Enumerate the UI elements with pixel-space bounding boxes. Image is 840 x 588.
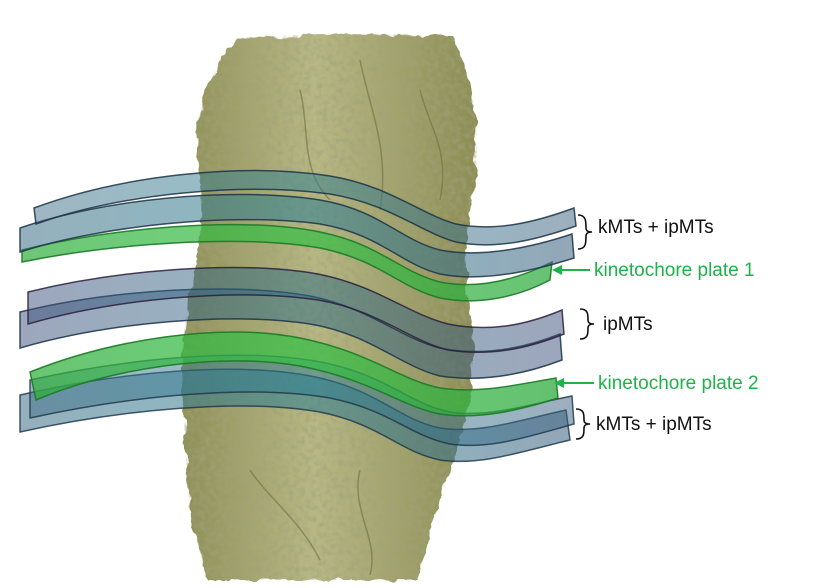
mt-sheet-top-1: [33, 169, 577, 246]
label-middle-bundle: ipMTs: [603, 314, 653, 335]
arrow-plate-1: [552, 265, 590, 275]
label-top-bundle: kMTs + ipMTs: [598, 217, 714, 238]
kinetochore-plate-1: [21, 223, 553, 302]
arrow-plate-2: [554, 378, 594, 388]
label-bottom-bundle: kMTs + ipMTs: [596, 414, 712, 435]
bracket-bottom: [575, 408, 591, 440]
kinetochore-plate-2: [29, 331, 559, 417]
bracket-middle: [579, 308, 595, 340]
mt-sheet-middle-1: [27, 266, 565, 354]
mt-sheet-top-2: [19, 193, 575, 278]
label-kinetochore-plate-1: kinetochore plate 1: [594, 260, 755, 281]
bracket-top: [577, 214, 593, 250]
label-kinetochore-plate-2: kinetochore plate 2: [598, 373, 759, 394]
